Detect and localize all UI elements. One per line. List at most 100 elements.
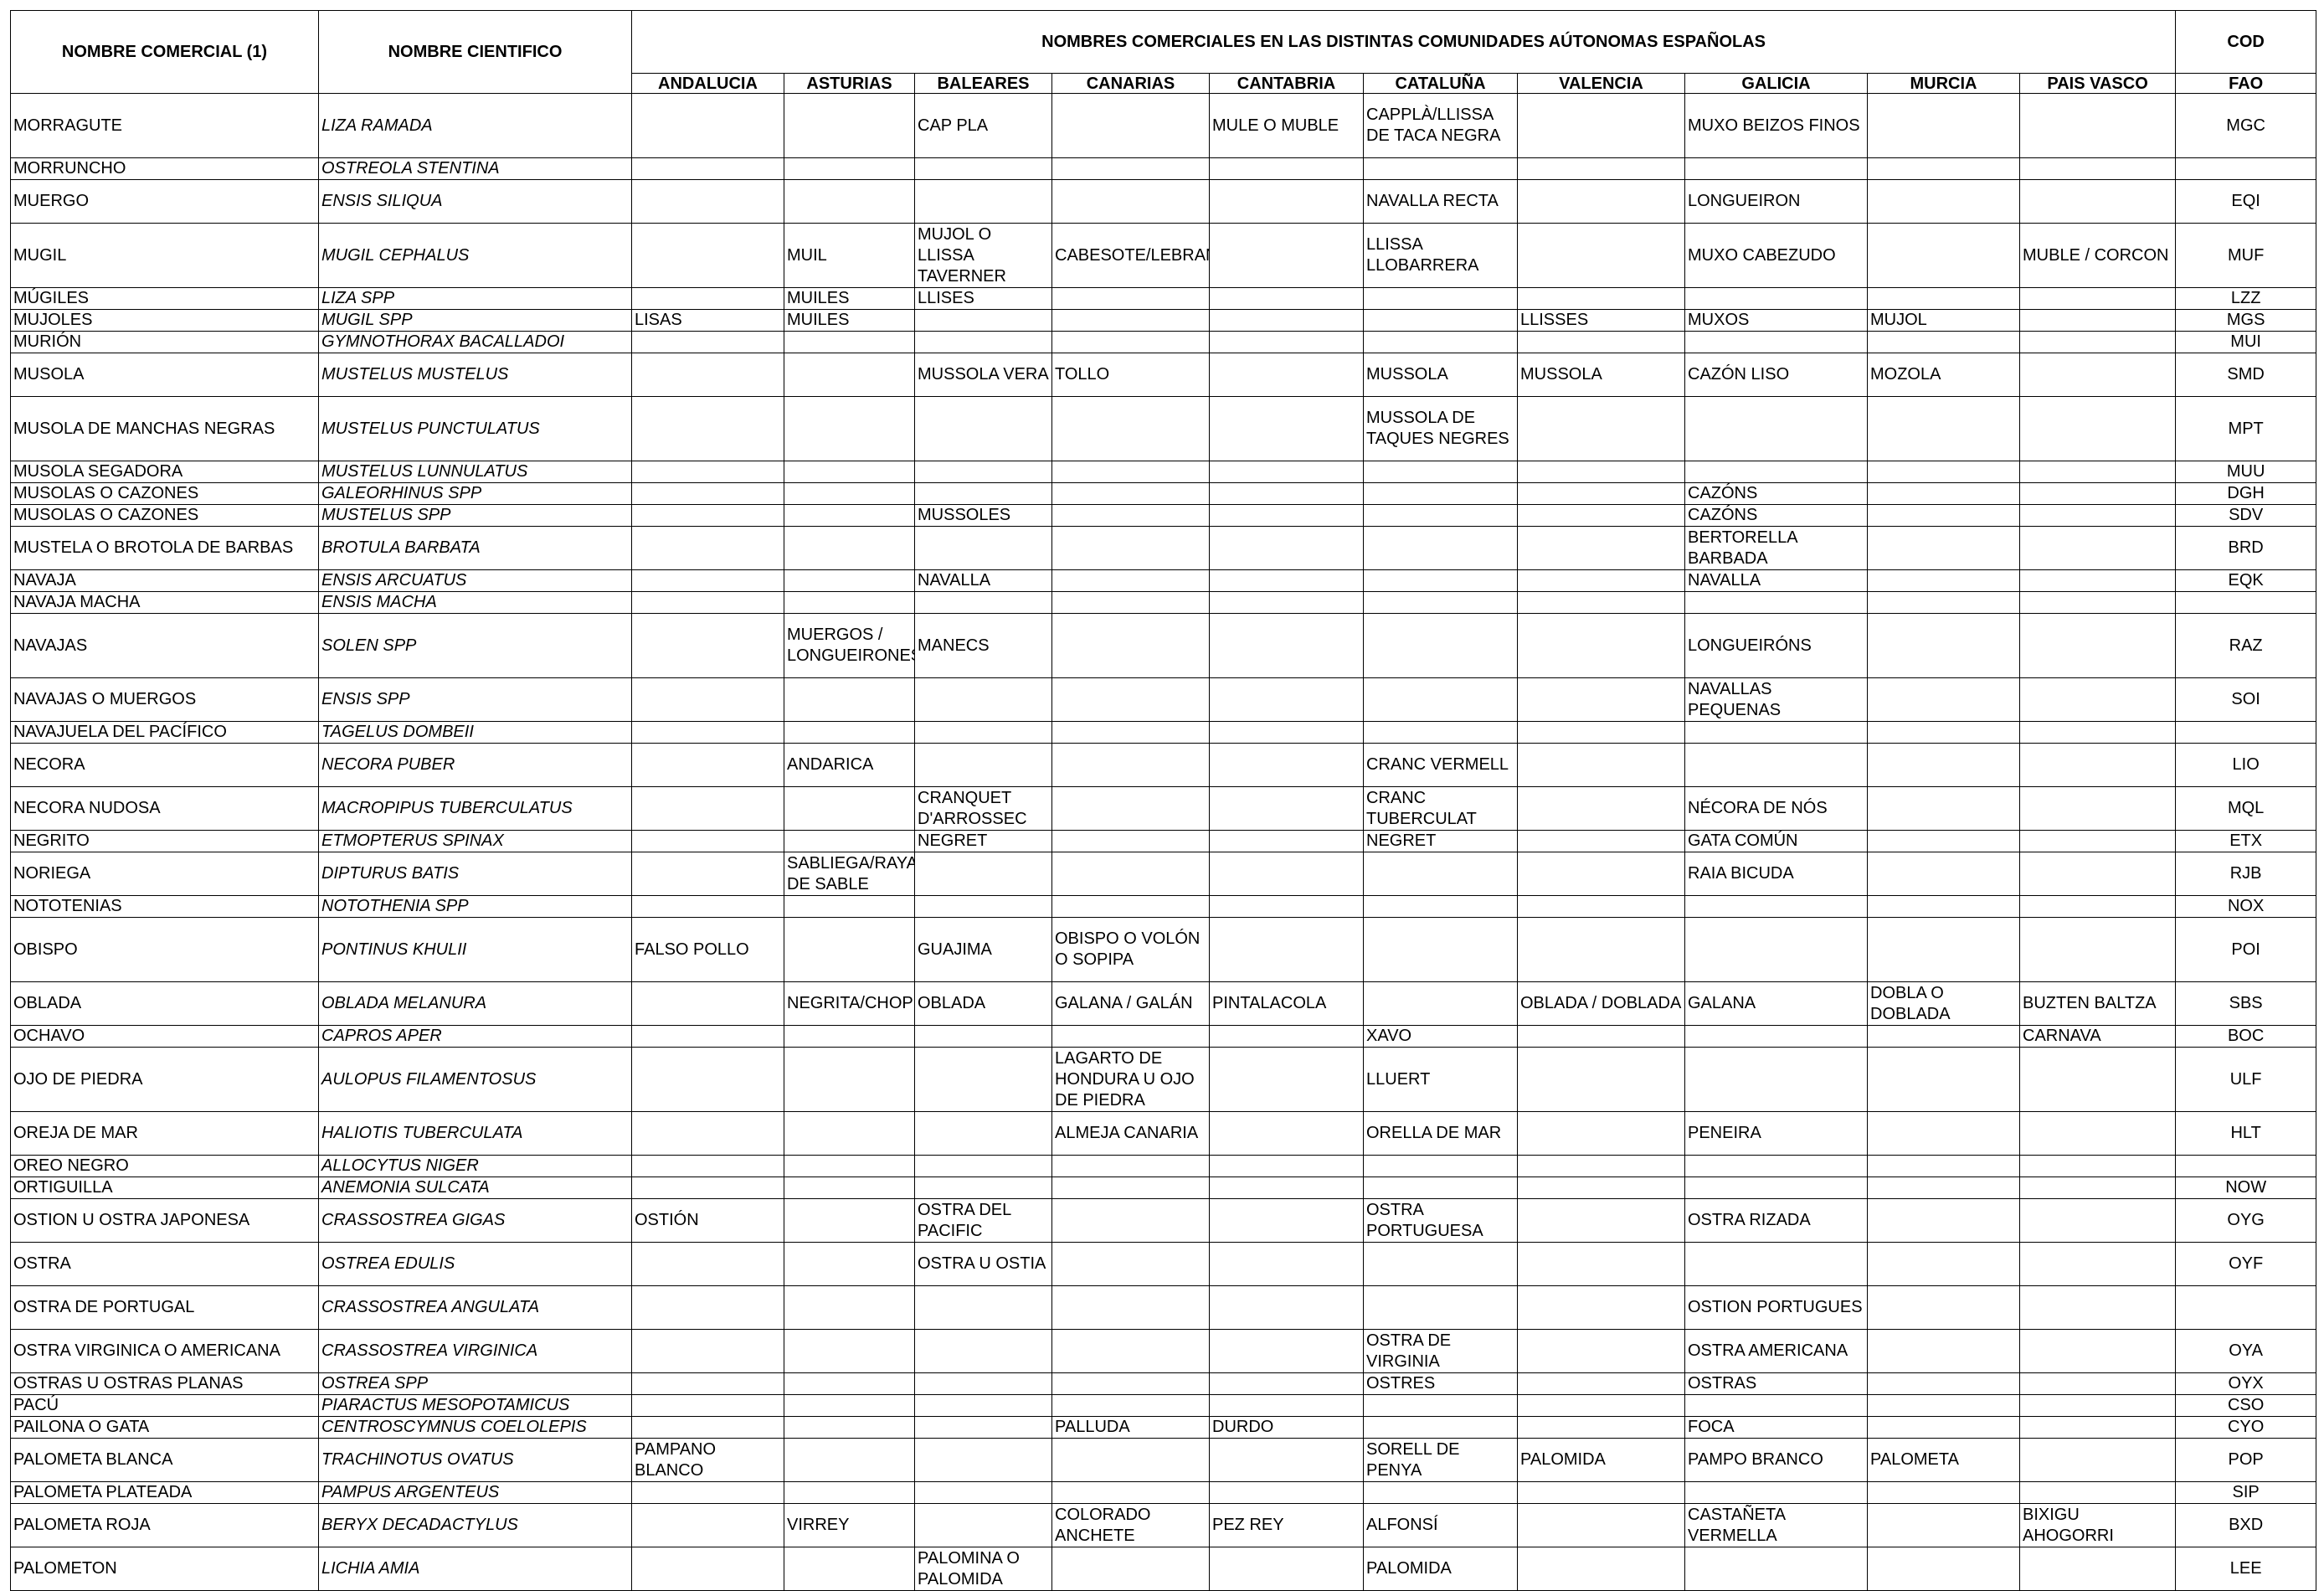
cell-nombre-regional bbox=[1051, 569, 1210, 592]
cell-nombre-regional bbox=[1517, 1111, 1685, 1156]
cell-cod-fao: LEE bbox=[2175, 1547, 2317, 1591]
cell-cod-fao: MGC bbox=[2175, 93, 2317, 158]
cell-nombre-regional: OSTIÓN bbox=[631, 1198, 784, 1243]
cell-nombre-regional bbox=[914, 1047, 1052, 1112]
cell-nombre-comercial: PALOMETA BLANCA bbox=[10, 1438, 319, 1482]
cell-nombre-regional bbox=[1517, 852, 1685, 896]
cell-nombre-regional: CAZÓNS bbox=[1684, 504, 1868, 527]
cell-nombre-regional: PALOMIDA bbox=[1517, 1438, 1685, 1482]
cell-nombre-regional bbox=[631, 1111, 784, 1156]
cell-nombre-regional bbox=[1051, 396, 1210, 461]
cell-nombre-regional bbox=[2018, 1481, 2177, 1504]
cell-nombre-regional bbox=[1517, 917, 1685, 982]
cell-nombre-regional bbox=[784, 1025, 915, 1048]
cell-nombre-regional: PALLUDA bbox=[1051, 1416, 1210, 1439]
cell-nombre-cientifico: OBLADA MELANURA bbox=[318, 981, 632, 1026]
cell-nombre-regional bbox=[2018, 591, 2177, 614]
cell-nombre-regional: MUXOS bbox=[1684, 309, 1868, 332]
cell-nombre-cientifico: MACROPIPUS TUBERCULATUS bbox=[318, 786, 632, 831]
cell-cod-fao: RAZ bbox=[2175, 613, 2317, 678]
cell-cod-fao: MGS bbox=[2175, 309, 2317, 332]
cell-nombre-regional bbox=[2018, 1329, 2177, 1373]
table-row: NECORA NUDOSA MACROPIPUS TUBERCULATUS CRAN… bbox=[10, 786, 2317, 831]
cell-nombre-comercial: MORRAGUTE bbox=[10, 93, 319, 158]
cell-nombre-comercial: OSTRA DE PORTUGAL bbox=[10, 1285, 319, 1330]
cell-nombre-comercial: OJO DE PIEDRA bbox=[10, 1047, 319, 1112]
cell-nombre-regional: MUILES bbox=[784, 287, 915, 310]
cell-nombre-comercial: MUSOLAS O CAZONES bbox=[10, 504, 319, 527]
cell-nombre-regional: GATA COMÚN bbox=[1684, 830, 1868, 852]
cell-nombre-regional bbox=[1867, 179, 2020, 224]
cell-nombre-regional bbox=[1363, 1416, 1518, 1439]
cell-nombre-regional bbox=[914, 1481, 1052, 1504]
cell-nombre-regional: MUERGOS / LONGUEIRONES bbox=[784, 613, 915, 678]
cell-nombre-regional bbox=[1051, 1372, 1210, 1395]
cell-nombre-regional bbox=[914, 1438, 1052, 1482]
cell-nombre-regional: TOLLO bbox=[1051, 353, 1210, 397]
cell-nombre-regional bbox=[2018, 1547, 2177, 1591]
cell-nombre-regional bbox=[2018, 1242, 2177, 1286]
cell-nombre-regional bbox=[2018, 1372, 2177, 1395]
cell-nombre-cientifico: LICHIA AMIA bbox=[318, 1547, 632, 1591]
cell-nombre-regional bbox=[2018, 526, 2177, 570]
cell-nombre-regional bbox=[1209, 591, 1364, 614]
cell-nombre-regional bbox=[1051, 1547, 1210, 1591]
cell-nombre-regional bbox=[1684, 1242, 1868, 1286]
cell-nombre-regional bbox=[1363, 1481, 1518, 1504]
cell-nombre-comercial: MÚGILES bbox=[10, 287, 319, 310]
cell-nombre-regional bbox=[1867, 482, 2020, 505]
cell-nombre-regional bbox=[1517, 1177, 1685, 1199]
cell-nombre-comercial: PACÚ bbox=[10, 1394, 319, 1417]
cell-nombre-regional bbox=[1363, 331, 1518, 353]
cell-nombre-regional: OBLADA / DOBLADA bbox=[1517, 981, 1685, 1026]
cell-nombre-regional bbox=[914, 482, 1052, 505]
cell-nombre-cientifico: ENSIS SPP bbox=[318, 677, 632, 722]
header-region: GALICIA bbox=[1684, 73, 1868, 94]
cell-nombre-regional bbox=[2018, 1047, 2177, 1112]
cell-nombre-regional bbox=[631, 1177, 784, 1199]
cell-nombre-cientifico: OSTREOLA STENTINA bbox=[318, 157, 632, 180]
cell-nombre-regional bbox=[914, 179, 1052, 224]
cell-nombre-cientifico: MUSTELUS LUNNULATUS bbox=[318, 461, 632, 483]
cell-nombre-regional: LLUERT bbox=[1363, 1047, 1518, 1112]
cell-nombre-regional bbox=[784, 526, 915, 570]
cell-nombre-regional bbox=[2018, 786, 2177, 831]
cell-nombre-regional bbox=[2018, 743, 2177, 787]
table-row: PAILONA O GATA CENTROSCYMNUS COELOLEPIS PA… bbox=[10, 1416, 2317, 1439]
cell-nombre-regional bbox=[1209, 1285, 1364, 1330]
cell-nombre-regional bbox=[1209, 1177, 1364, 1199]
cell-nombre-regional bbox=[784, 895, 915, 918]
cell-nombre-cientifico: LIZA SPP bbox=[318, 287, 632, 310]
cell-nombre-regional bbox=[1867, 786, 2020, 831]
cell-nombre-regional: NEGRET bbox=[1363, 830, 1518, 852]
cell-nombre-regional bbox=[784, 591, 915, 614]
cell-nombre-regional bbox=[1209, 1047, 1364, 1112]
table-row: NORIEGA DIPTURUS BATIS SABLIEGA/RAYA DE SA… bbox=[10, 852, 2317, 896]
table-row: MUJOLES MUGIL SPP LISAS MUILES LLISSES MUXOS M… bbox=[10, 309, 2317, 332]
cell-cod-fao bbox=[2175, 157, 2317, 180]
cell-nombre-regional bbox=[1517, 1329, 1685, 1373]
cell-nombre-cientifico: GYMNOTHORAX BACALLADOI bbox=[318, 331, 632, 353]
cell-nombre-regional bbox=[1867, 1416, 2020, 1439]
table-row: NAVAJAS O MUERGOS ENSIS SPP NAVALLAS PEQUE… bbox=[10, 677, 2317, 722]
cell-cod-fao bbox=[2175, 591, 2317, 614]
cell-nombre-regional: LLISSES bbox=[1517, 309, 1685, 332]
cell-nombre-regional bbox=[784, 1177, 915, 1199]
cell-nombre-regional: SORELL DE PENYA bbox=[1363, 1438, 1518, 1482]
cell-nombre-regional: PALOMIDA bbox=[1363, 1547, 1518, 1591]
cell-nombre-comercial: OREJA DE MAR bbox=[10, 1111, 319, 1156]
cell-nombre-regional bbox=[1867, 1372, 2020, 1395]
cell-cod-fao: LZZ bbox=[2175, 287, 2317, 310]
cell-nombre-regional bbox=[1867, 1394, 2020, 1417]
table-row: NAVAJAS SOLEN SPP MUERGOS / LONGUEIRONES MA… bbox=[10, 613, 2317, 678]
cell-nombre-regional: MUXO CABEZUDO bbox=[1684, 223, 1868, 288]
cell-nombre-regional bbox=[1684, 591, 1868, 614]
cell-nombre-regional: MUSSOLES bbox=[914, 504, 1052, 527]
cell-nombre-regional bbox=[631, 1394, 784, 1417]
cell-nombre-cientifico: OSTREA EDULIS bbox=[318, 1242, 632, 1286]
cell-nombre-cientifico: CRASSOSTREA VIRGINICA bbox=[318, 1329, 632, 1373]
cell-nombre-comercial: NAVAJA bbox=[10, 569, 319, 592]
cell-nombre-regional bbox=[1517, 396, 1685, 461]
cell-nombre-regional: CRANC VERMELL bbox=[1363, 743, 1518, 787]
table-row: NECORA NECORA PUBER ANDARICA CRANC VERMELL L… bbox=[10, 743, 2317, 787]
